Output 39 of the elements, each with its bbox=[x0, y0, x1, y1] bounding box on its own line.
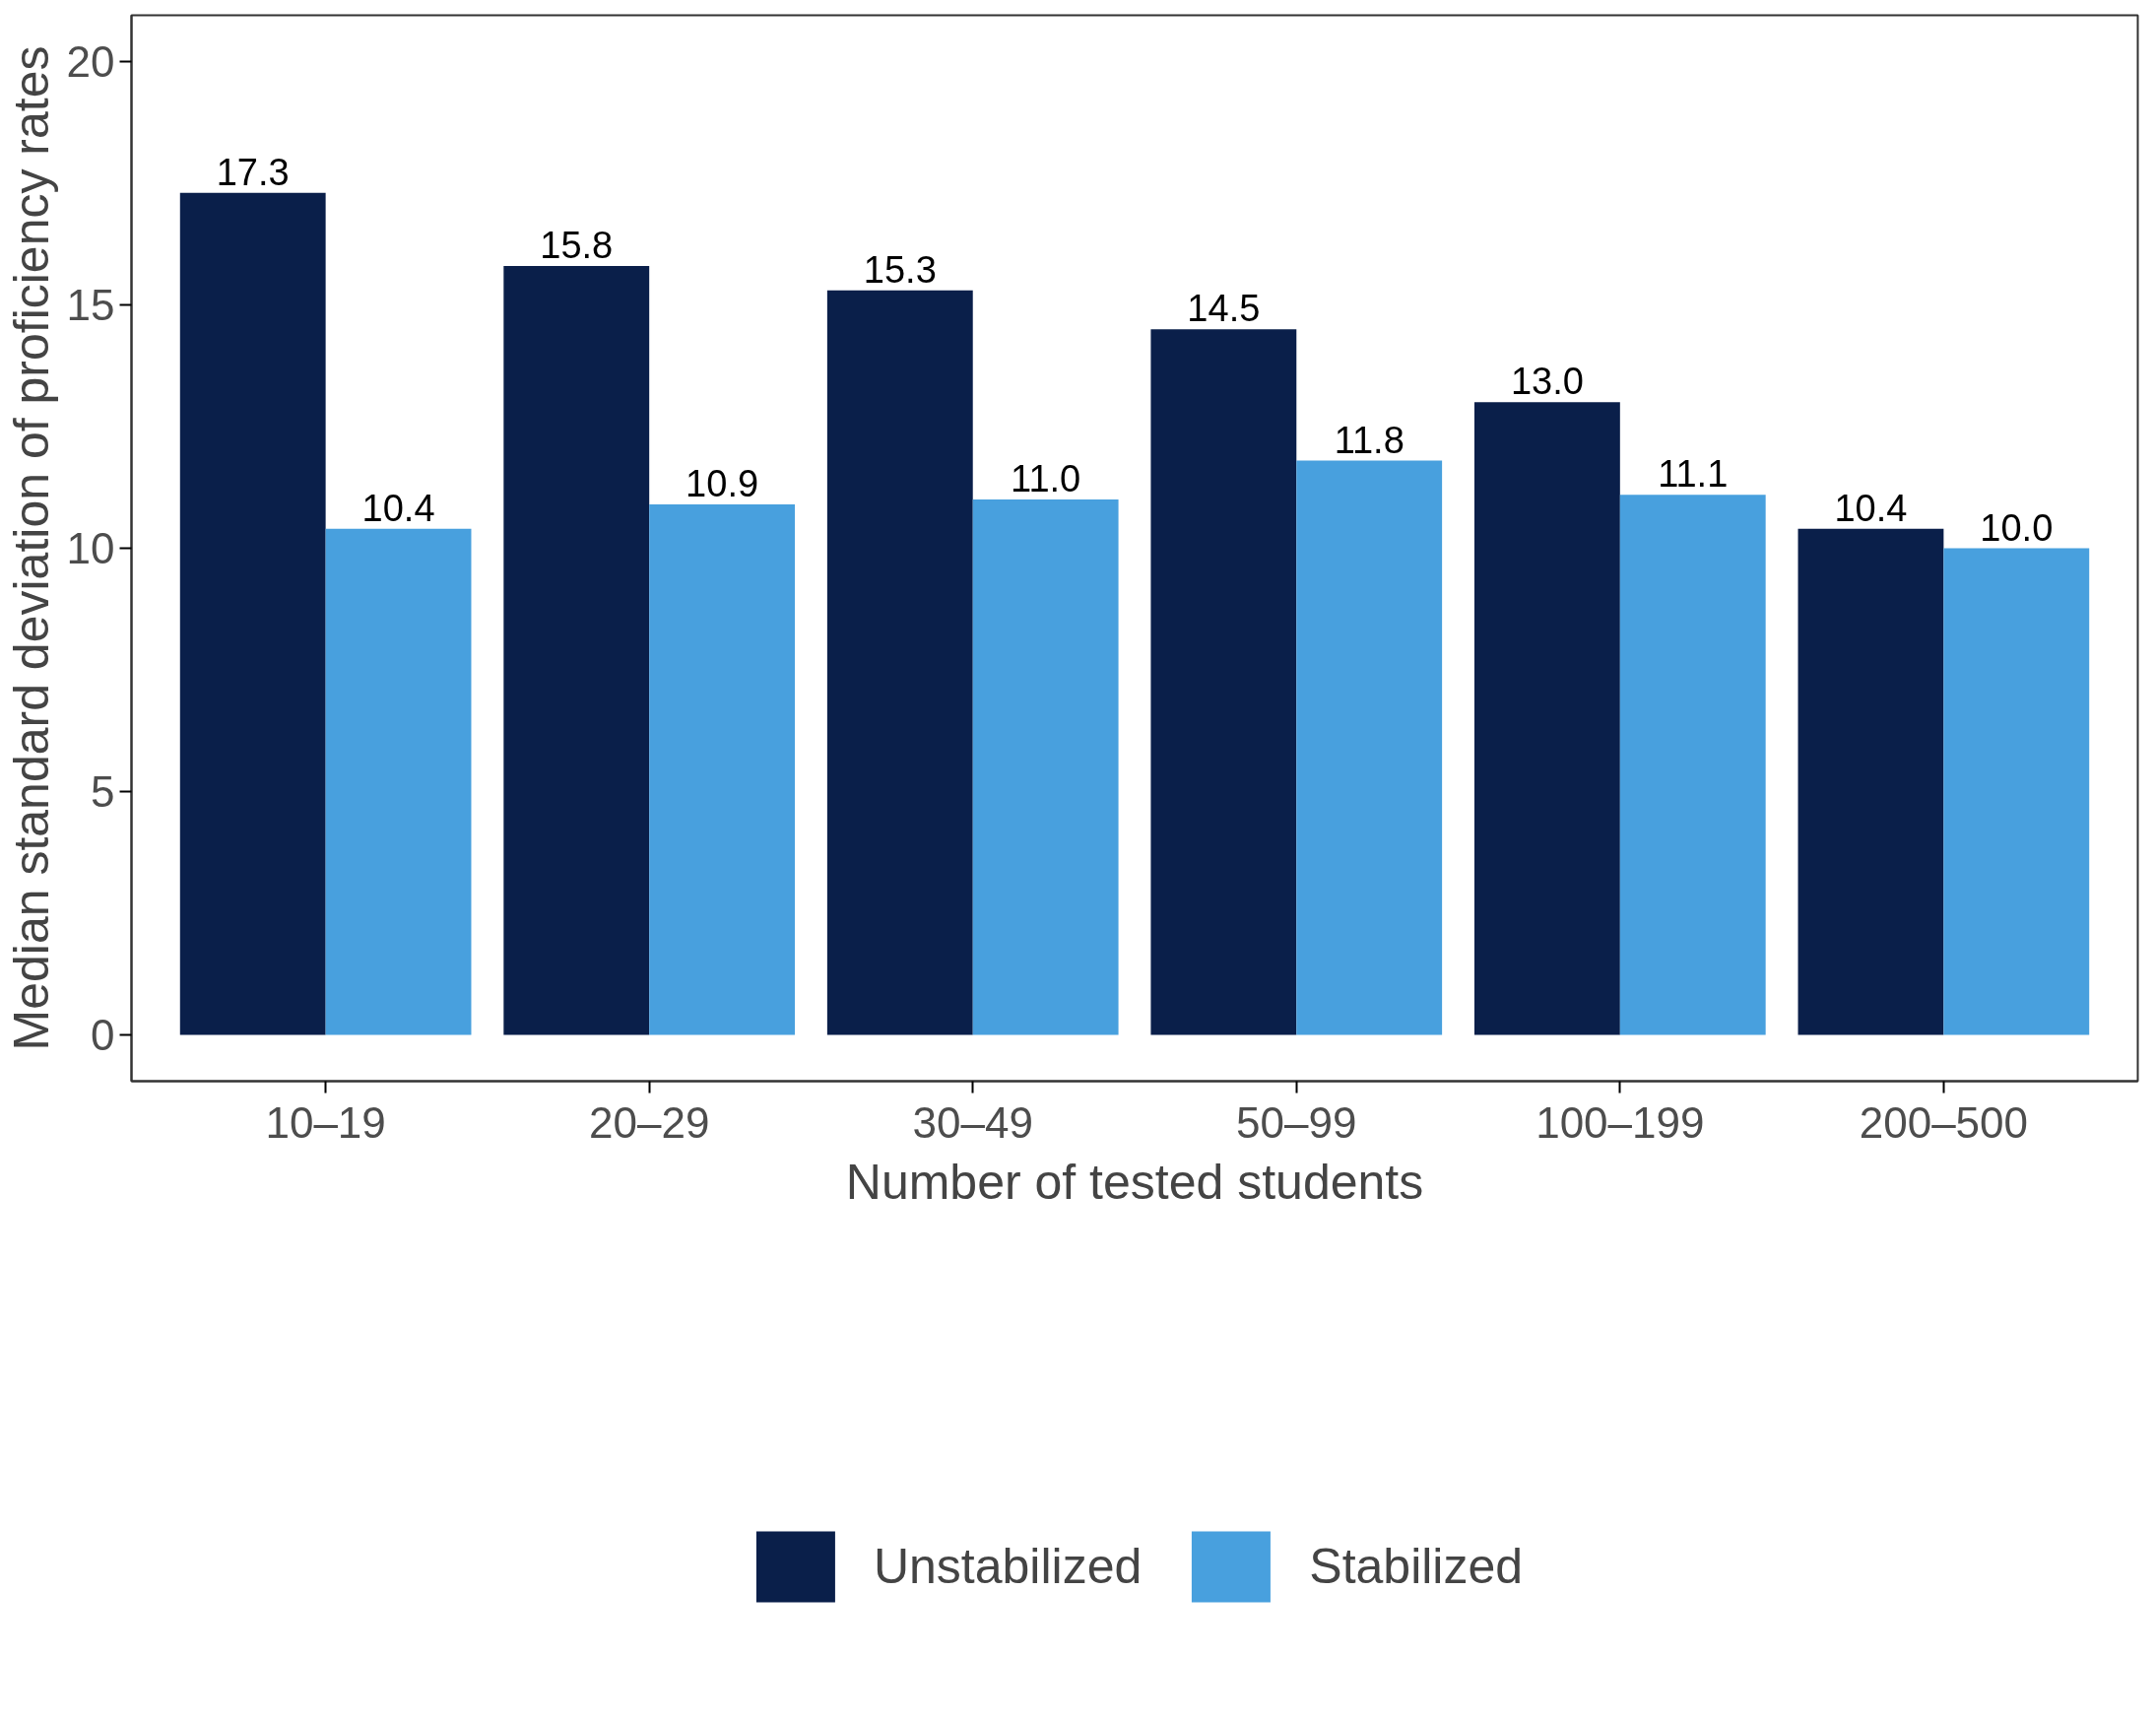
data-label: 14.5 bbox=[1187, 288, 1261, 330]
bar bbox=[503, 265, 650, 1035]
data-label: 15.8 bbox=[540, 224, 614, 266]
data-label: 10.4 bbox=[1834, 487, 1908, 529]
bar bbox=[972, 499, 1119, 1035]
bar bbox=[1797, 528, 1944, 1035]
x-tick-label: 200–500 bbox=[1859, 1097, 2029, 1147]
y-tick-label: 15 bbox=[66, 280, 115, 329]
x-tick-label: 10–19 bbox=[265, 1097, 386, 1147]
x-tick-label: 100–199 bbox=[1535, 1097, 1705, 1147]
bar bbox=[826, 290, 973, 1035]
data-label: 11.8 bbox=[1334, 419, 1405, 461]
data-label: 17.3 bbox=[216, 151, 290, 193]
data-label: 11.1 bbox=[1658, 453, 1729, 496]
y-axis-title: Median standard deviation of proficiency rates bbox=[3, 45, 59, 1051]
data-label: 13.0 bbox=[1510, 361, 1584, 403]
bar bbox=[325, 528, 472, 1035]
bar bbox=[179, 192, 326, 1035]
bar bbox=[1943, 548, 2090, 1035]
x-tick-label: 30–49 bbox=[912, 1097, 1033, 1147]
legend-label: Unstabilized bbox=[873, 1538, 1143, 1595]
data-label: 15.3 bbox=[863, 248, 937, 291]
bar bbox=[1150, 329, 1297, 1035]
bar bbox=[1619, 495, 1766, 1035]
bar bbox=[649, 504, 796, 1035]
x-tick-label: 20–29 bbox=[589, 1097, 710, 1147]
legend-label: Stabilized bbox=[1309, 1538, 1524, 1595]
y-tick-label: 0 bbox=[91, 1011, 115, 1060]
x-tick-label: 50–99 bbox=[1236, 1097, 1357, 1147]
y-tick-label: 10 bbox=[66, 524, 115, 572]
y-tick-label: 5 bbox=[91, 767, 115, 817]
data-label: 10.4 bbox=[361, 487, 435, 529]
bar bbox=[1296, 460, 1443, 1035]
data-label: 10.0 bbox=[1980, 506, 2054, 549]
bar bbox=[1473, 402, 1620, 1035]
x-axis-title: Number of tested students bbox=[845, 1154, 1424, 1210]
y-tick-label: 20 bbox=[66, 36, 115, 86]
data-label: 11.0 bbox=[1011, 458, 1081, 500]
data-label: 10.9 bbox=[686, 463, 759, 505]
